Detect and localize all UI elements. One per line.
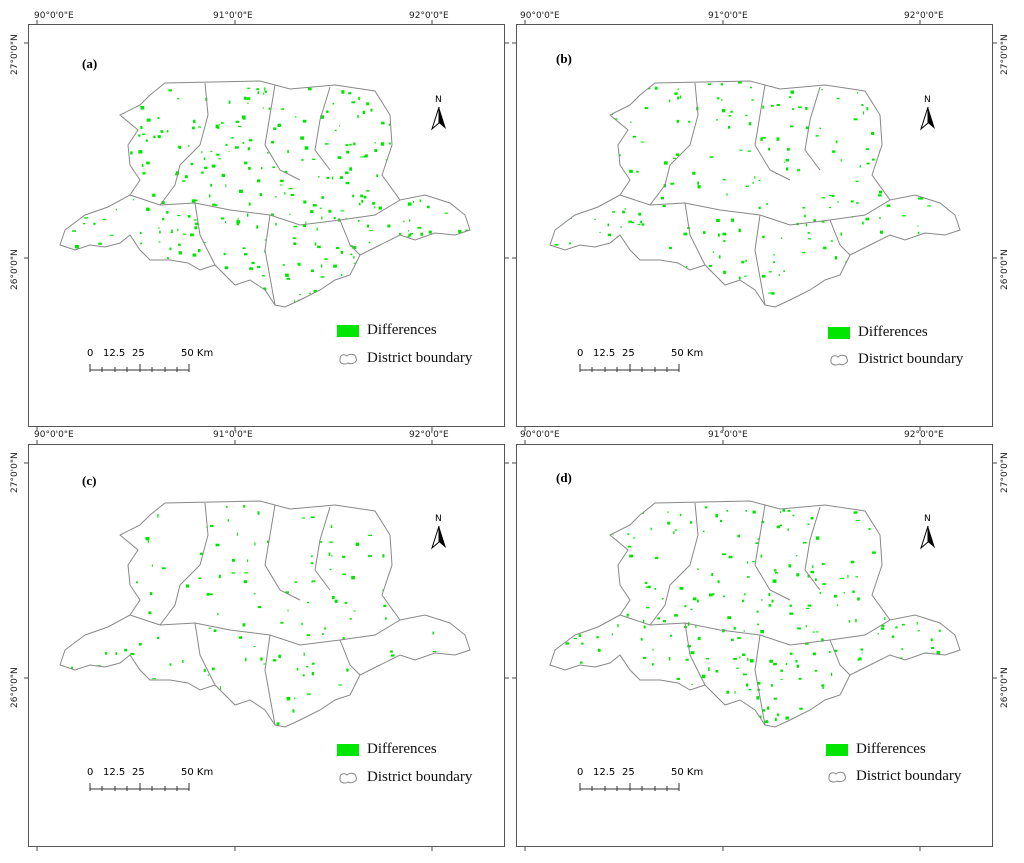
lon-label-top-left-91: 91°0'0"E [213, 11, 253, 21]
legend-differences-label: Differences [367, 741, 437, 757]
district-boundary-icon [828, 771, 846, 782]
panel-letter-d: (d) [556, 470, 572, 485]
scale-label-12-5: 12.5 [103, 348, 126, 359]
map-region-d [549, 500, 961, 728]
north-label: N [435, 514, 442, 524]
lon-label-top-left-90: 90°0'0"E [34, 11, 74, 21]
legend-differences-label: Differences [856, 741, 926, 757]
district-boundary-icon [339, 772, 357, 783]
scale-label-50: 50 Km [181, 767, 214, 778]
north-arrow-icon [430, 525, 446, 550]
scale-label-50: 50 Km [671, 348, 704, 359]
north-label: N [924, 95, 931, 105]
north-label: N [924, 514, 931, 524]
legend-boundary-a: District boundary [337, 350, 472, 367]
north-arrow-icon [430, 106, 446, 131]
legend-differences-label: Differences [858, 324, 928, 340]
differences-patches [550, 501, 960, 726]
north-label: N [435, 95, 442, 105]
legend-differences-a: Differences [337, 322, 437, 339]
north-arrow-icon [919, 106, 935, 131]
differences-patches [60, 501, 470, 725]
legend-boundary-label: District boundary [856, 768, 962, 784]
legend-boundary-label: District boundary [367, 350, 473, 366]
region-outline [59, 500, 471, 728]
legend-boundary-c: District boundary [337, 769, 472, 786]
map-panel-c [28, 444, 505, 847]
district-boundary-icon [339, 353, 357, 364]
district-boundary-lines [129, 82, 401, 306]
legend-boundary-label: District boundary [858, 351, 964, 367]
scale-ticks [579, 783, 680, 791]
region-outline [59, 80, 471, 308]
scale-ticks [579, 364, 680, 372]
scale-label-0: 0 [577, 348, 584, 359]
scale-ticks [89, 783, 190, 791]
panel-letter-b: (b) [556, 51, 572, 66]
map-region-a [59, 80, 471, 308]
district-boundary-lines [619, 502, 891, 726]
lon-label-mid-right-91: 91°0'0"E [708, 430, 748, 440]
lon-label-mid-left-92: 92°0'0"E [409, 430, 449, 440]
differences-patches [551, 81, 958, 307]
lon-label-top-left-92: 92°0'0"E [409, 11, 449, 21]
lon-label-top-right-91: 91°0'0"E [708, 11, 748, 21]
scale-bar-d: 0 12.5 25 50 Km [575, 767, 703, 797]
differences-patches [60, 81, 470, 305]
legend-boundary-d: District boundary [826, 768, 961, 785]
scale-label-25: 25 [132, 348, 145, 359]
panel-letter-a: (a) [82, 56, 98, 71]
scale-bar-c: 0 12.5 25 50 Km [85, 767, 213, 797]
scale-label-12-5: 12.5 [593, 348, 616, 359]
lon-label-mid-right-90: 90°0'0"E [520, 430, 560, 440]
lon-label-mid-right-92: 92°0'0"E [904, 430, 944, 440]
lon-label-top-right-92: 92°0'0"E [904, 11, 944, 21]
legend-boundary-label: District boundary [367, 769, 473, 785]
scale-ticks [89, 364, 190, 372]
scale-label-0: 0 [87, 348, 94, 359]
differences-swatch [826, 743, 848, 756]
map-region-b [549, 80, 961, 308]
scale-bar-a: 0 12.5 25 50 Km [85, 348, 213, 378]
legend-differences-c: Differences [337, 741, 437, 758]
north-arrow-b: N [918, 95, 938, 131]
scale-label-25: 25 [622, 348, 635, 359]
differences-swatch [337, 324, 359, 337]
region-outline [549, 500, 961, 728]
scale-bar-b: 0 12.5 25 50 Km [575, 348, 703, 378]
lon-label-top-right-90: 90°0'0"E [520, 11, 560, 21]
lon-label-mid-left-91: 91°0'0"E [213, 430, 253, 440]
scale-label-25: 25 [132, 767, 145, 778]
differences-swatch [337, 743, 359, 756]
map-panel-b [516, 24, 993, 427]
legend-differences-label: Differences [367, 322, 437, 338]
legend-differences-d: Differences [826, 741, 926, 758]
district-boundary-lines [129, 502, 401, 726]
lon-label-mid-left-90: 90°0'0"E [34, 430, 74, 440]
north-arrow-d: N [918, 514, 938, 550]
legend-boundary-b: District boundary [828, 351, 963, 368]
map-region-c [59, 500, 471, 728]
differences-swatch [828, 326, 850, 339]
scale-label-0: 0 [577, 767, 584, 778]
panel-letter-c: (c) [82, 473, 97, 488]
scale-label-50: 50 Km [671, 767, 704, 778]
district-boundary-lines [619, 82, 891, 306]
north-arrow-a: N [429, 95, 449, 131]
district-boundary-icon [830, 354, 848, 365]
north-arrow-c: N [429, 514, 449, 550]
north-arrow-icon [919, 525, 935, 550]
scale-label-12-5: 12.5 [593, 767, 616, 778]
scale-label-0: 0 [87, 767, 94, 778]
scale-label-12-5: 12.5 [103, 767, 126, 778]
legend-differences-b: Differences [828, 324, 928, 341]
scale-label-50: 50 Km [181, 348, 214, 359]
scale-label-25: 25 [622, 767, 635, 778]
